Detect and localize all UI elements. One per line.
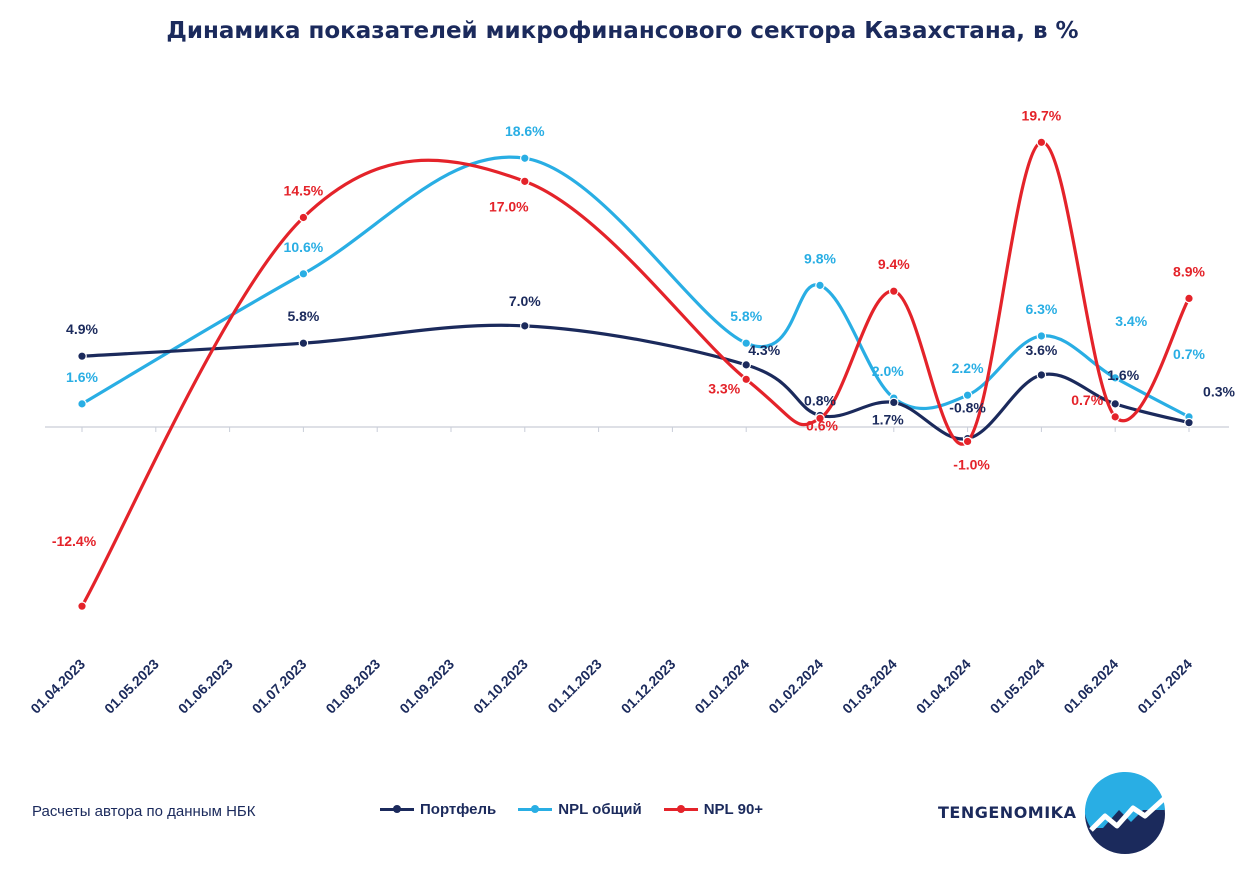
data-point [298, 212, 309, 223]
data-point [77, 601, 87, 611]
x-tick-label: 01.02.2024 [765, 656, 826, 717]
data-label: -1.0% [953, 456, 990, 472]
data-label: 7.0% [509, 293, 541, 309]
data-point [298, 338, 309, 348]
data-label: 14.5% [284, 182, 324, 198]
data-label: 6.3% [1025, 301, 1057, 317]
data-label: 3.6% [1025, 342, 1057, 358]
x-tick-label: 01.04.2024 [913, 656, 974, 717]
data-label: 4.3% [748, 342, 780, 358]
data-point [519, 176, 530, 187]
legend-swatch-npl-total [518, 805, 553, 813]
data-point [1110, 373, 1120, 383]
legend: Портфель NPL общий NPL 90+ [380, 801, 763, 818]
legend-item-portfolio: Портфель [380, 801, 496, 818]
series-line-2 [80, 140, 1191, 608]
data-point [741, 360, 751, 370]
legend-swatch-portfolio [380, 805, 414, 813]
source-note: Расчеты автора по данным НБК [32, 803, 256, 820]
data-point [1184, 293, 1194, 304]
data-label: 19.7% [1022, 107, 1062, 123]
data-label: 1.6% [66, 369, 98, 385]
data-point [1036, 137, 1047, 148]
data-label: 5.8% [730, 308, 762, 324]
data-label: 0.7% [1071, 392, 1103, 408]
x-tick-label: 01.05.2023 [101, 656, 162, 717]
series-line-0 [80, 323, 1191, 441]
data-label: 3.3% [708, 380, 740, 396]
data-label: 9.8% [804, 250, 836, 266]
data-label: 1.6% [1107, 367, 1139, 383]
data-label: 5.8% [287, 308, 319, 324]
tengenomika-logo-icon [1084, 771, 1169, 854]
data-label: -0.8% [949, 400, 986, 416]
data-label: 1.7% [872, 411, 904, 427]
legend-label-npl-total: NPL общий [558, 801, 642, 818]
x-tick-label: 01.12.2023 [618, 656, 679, 717]
x-tick-label: 01.06.2023 [175, 656, 236, 717]
data-label: -12.4% [52, 533, 97, 549]
x-tick-label: 01.09.2023 [396, 656, 457, 717]
data-point [77, 399, 87, 409]
data-point [1184, 417, 1194, 428]
data-label: 17.0% [489, 198, 529, 214]
data-point [741, 338, 751, 348]
data-point [1110, 412, 1120, 422]
data-point [298, 269, 309, 279]
data-point [519, 153, 530, 164]
brand-name: TENGENOMIKA [938, 803, 1077, 822]
data-point [815, 280, 825, 291]
data-label: 10.6% [284, 239, 324, 255]
data-point [1110, 399, 1120, 409]
legend-item-npl-total: NPL общий [518, 801, 642, 818]
data-point [888, 397, 899, 408]
x-tick-label: 01.06.2024 [1060, 656, 1121, 717]
chart-title: Динамика показателей микрофинансового се… [166, 18, 1079, 44]
data-point [77, 351, 87, 361]
x-tick-label: 01.04.2023 [27, 656, 88, 717]
legend-label-npl-90: NPL 90+ [703, 801, 764, 818]
data-point [1036, 331, 1047, 341]
x-tick-label: 01.01.2024 [691, 656, 752, 717]
x-tick-label: 01.08.2023 [322, 656, 383, 717]
data-label: 0.3% [1203, 384, 1235, 400]
data-point [815, 413, 825, 424]
data-label: 0.7% [1173, 346, 1205, 362]
data-label: 0.8% [804, 392, 836, 408]
data-point [888, 286, 899, 296]
x-tick-label: 01.03.2024 [839, 656, 900, 717]
data-label: 9.4% [878, 256, 910, 272]
data-label: 2.0% [872, 363, 904, 379]
data-label: 18.6% [505, 123, 545, 139]
x-tick-label: 01.11.2023 [544, 656, 604, 716]
data-point [962, 436, 973, 447]
data-label: 2.2% [952, 360, 984, 376]
data-point [741, 374, 751, 385]
data-label: 8.9% [1173, 263, 1205, 279]
x-tick-label: 01.07.2024 [1134, 656, 1195, 717]
data-point [519, 321, 530, 331]
x-tick-label: 01.10.2023 [470, 656, 531, 717]
data-point [962, 390, 973, 401]
data-label: 0.6% [806, 417, 838, 433]
legend-item-npl-90: NPL 90+ [663, 801, 764, 818]
data-label: 3.4% [1115, 313, 1147, 329]
x-tick-label: 01.05.2024 [987, 656, 1048, 717]
x-tick-label: 01.07.2023 [249, 656, 310, 717]
data-label: 4.9% [66, 321, 98, 337]
data-point [1036, 370, 1047, 380]
legend-label-portfolio: Портфель [420, 801, 497, 818]
legend-swatch-npl-90 [663, 805, 698, 813]
